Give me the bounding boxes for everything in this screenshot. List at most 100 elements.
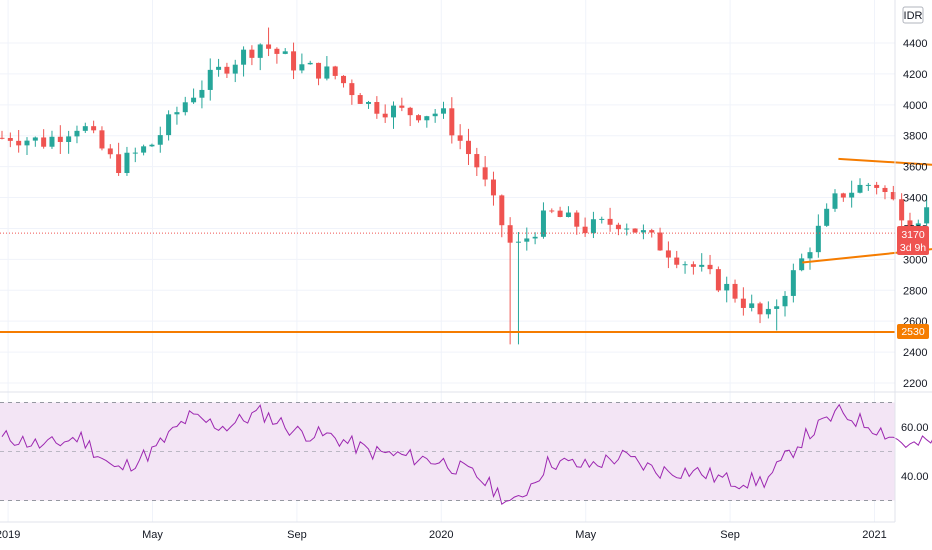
- candle-up: [66, 136, 72, 142]
- x-tick-label: May: [142, 529, 163, 541]
- x-tick-label: 2019: [0, 529, 20, 541]
- candle-up: [174, 112, 180, 115]
- candle-down: [349, 83, 355, 96]
- candle-up: [524, 238, 530, 242]
- price-tick-label: 4000: [903, 100, 927, 112]
- candle-up: [257, 44, 263, 58]
- candle-up: [191, 97, 197, 103]
- candle-up: [749, 303, 755, 308]
- rsi-tick-label: 40.00: [901, 471, 929, 483]
- candle-up: [432, 113, 438, 117]
- candle-up: [590, 219, 596, 234]
- candle-up: [807, 252, 813, 259]
- candle-down: [107, 148, 113, 155]
- time-axis[interactable]: 2019MaySep2020MaySep2021MaySep2022MaySep…: [0, 529, 932, 541]
- candle-up: [366, 102, 372, 104]
- price-tick-label: 2400: [903, 347, 927, 359]
- price-tick-label: 4400: [903, 38, 927, 50]
- rsi-tick-label: 60.00: [901, 422, 929, 434]
- candle-down: [449, 108, 455, 136]
- candle-up: [324, 66, 330, 79]
- triangle-lower-trendline: [802, 248, 932, 264]
- candle-up: [782, 295, 788, 307]
- candle-up: [515, 241, 521, 243]
- candle-up: [699, 264, 705, 267]
- candle-down: [416, 115, 421, 121]
- candle-up: [182, 102, 188, 113]
- candle-up: [166, 114, 172, 136]
- candle-up: [849, 192, 855, 198]
- price-tick-label: 3000: [903, 254, 927, 266]
- candle-up: [24, 140, 30, 146]
- candle-up: [141, 146, 147, 153]
- candle-down: [615, 224, 621, 230]
- candle-up: [74, 130, 80, 137]
- candle-up: [132, 152, 138, 154]
- triangle-upper-trendline: [838, 157, 932, 166]
- candle-up: [199, 89, 205, 98]
- candle-up: [815, 225, 821, 253]
- candle-down: [7, 137, 13, 141]
- candle-up: [832, 193, 838, 209]
- candle-down: [607, 218, 613, 225]
- candle-up: [824, 208, 830, 226]
- candle-down: [407, 107, 413, 116]
- candle-down: [549, 210, 555, 212]
- candle-up: [391, 105, 397, 118]
- candle-down: [557, 210, 563, 217]
- currency-label: IDR: [904, 10, 923, 22]
- candle-down: [482, 167, 488, 180]
- candle-up: [790, 270, 796, 296]
- candle-down: [632, 228, 638, 233]
- candle-up: [565, 212, 571, 217]
- candle-up: [216, 66, 222, 70]
- price-tick-label: 3800: [903, 131, 927, 143]
- vertical-gridlines: [7, 0, 875, 522]
- candle-down: [99, 130, 105, 149]
- candle-down: [707, 264, 713, 270]
- rsi-pane: [0, 402, 932, 506]
- candle-down: [732, 283, 738, 299]
- candle-down: [57, 136, 63, 142]
- price-tick-label: 3400: [903, 193, 927, 205]
- candle-down: [224, 66, 230, 74]
- candle-up: [232, 64, 238, 74]
- candle-up: [624, 228, 630, 230]
- candle-down: [907, 220, 913, 230]
- candle-up: [724, 283, 730, 291]
- candle-up: [282, 51, 288, 54]
- candle-up: [241, 49, 247, 65]
- candle-down: [574, 212, 580, 227]
- candle-up: [157, 135, 163, 145]
- candle-up: [32, 137, 38, 141]
- price-tick-label: 3600: [903, 162, 927, 174]
- candle-down: [382, 113, 388, 118]
- candle-up: [640, 230, 646, 233]
- candle-up: [424, 116, 430, 121]
- candle-down: [399, 105, 405, 108]
- x-tick-label: 2020: [429, 529, 453, 541]
- candle-up: [774, 306, 780, 309]
- currency-badge[interactable]: IDR: [902, 6, 924, 24]
- candle-down: [374, 102, 380, 114]
- rsi-axis[interactable]: 60.00 40.00: [901, 422, 929, 483]
- candle-down: [715, 269, 721, 291]
- support-price-value: 2530: [901, 326, 925, 338]
- candle-down: [0, 137, 5, 139]
- candle-down: [690, 264, 696, 267]
- candle-down: [757, 303, 763, 315]
- candle-up: [307, 62, 313, 65]
- candle-up: [924, 207, 930, 224]
- candle-up: [124, 152, 130, 174]
- candle-down: [341, 75, 347, 84]
- candle-down: [740, 298, 746, 308]
- candle-down: [582, 226, 588, 234]
- bar-countdown: 3d 9h: [900, 242, 926, 254]
- candle-up: [82, 126, 88, 131]
- candle-up: [857, 184, 863, 193]
- candle-up: [682, 264, 688, 266]
- price-tick-label: 2200: [903, 378, 927, 390]
- candle-down: [249, 49, 255, 58]
- candle-down: [665, 250, 671, 258]
- price-tick-label: 4200: [903, 69, 927, 81]
